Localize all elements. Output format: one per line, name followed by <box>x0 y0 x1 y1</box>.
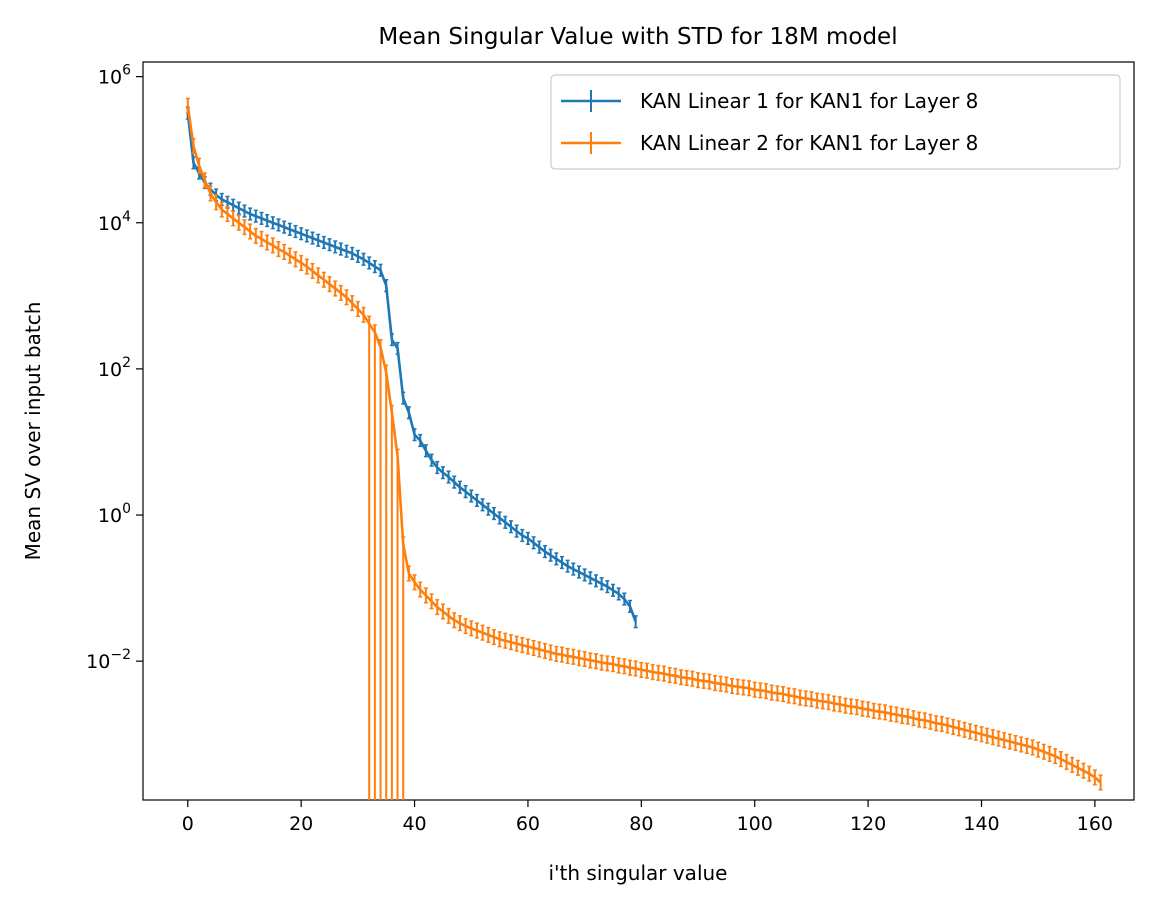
y-tick-base: 10 <box>98 505 122 527</box>
series-1 <box>185 106 638 629</box>
series-layer <box>185 97 1103 800</box>
y-tick-label: 100 <box>98 501 131 527</box>
series-line <box>186 112 637 623</box>
x-axis-label: i'th singular value <box>549 861 728 885</box>
y-tick-base: 10 <box>98 359 122 381</box>
y-tick-exponent: 2 <box>122 355 131 371</box>
y-tick-label: 102 <box>98 355 131 381</box>
series-line <box>186 105 1102 784</box>
x-tick-label: 60 <box>516 813 540 835</box>
plot-frame <box>142 61 1135 801</box>
y-tick-exponent: −2 <box>110 647 131 663</box>
legend-label: KAN Linear 1 for KAN1 for Layer 8 <box>640 89 978 113</box>
legend-item: KAN Linear 1 for KAN1 for Layer 8 <box>561 89 978 113</box>
legend-box <box>550 74 1121 170</box>
y-tick-label: 104 <box>98 209 131 235</box>
x-tick-label: 0 <box>182 813 194 835</box>
legend-label: KAN Linear 2 for KAN1 for Layer 8 <box>640 131 978 155</box>
x-tick-label: 100 <box>737 813 773 835</box>
x-tick-label: 120 <box>850 813 886 835</box>
series-2 <box>185 97 1103 800</box>
y-tick-base: 10 <box>98 213 122 235</box>
y-axis-label: Mean SV over input batch <box>21 302 45 561</box>
y-tick-base: 10 <box>98 67 122 89</box>
x-tick-label: 140 <box>963 813 999 835</box>
legend: KAN Linear 1 for KAN1 for Layer 8 KAN Lin… <box>550 74 1121 170</box>
x-tick-label: 80 <box>629 813 653 835</box>
x-tick-label: 160 <box>1077 813 1113 835</box>
x-tick-label: 20 <box>289 813 313 835</box>
plot-area <box>185 97 1103 800</box>
y-tick-exponent: 0 <box>122 501 131 517</box>
x-axis-ticks: 0 20 40 60 80 100 120 140 160 <box>182 800 1113 835</box>
chart-title: Mean Singular Value with STD for 18M mod… <box>378 24 897 50</box>
x-tick-label: 40 <box>402 813 426 835</box>
y-tick-label: 10−2 <box>86 647 131 673</box>
y-tick-exponent: 6 <box>122 63 131 79</box>
y-tick-base: 10 <box>86 651 110 673</box>
y-tick-exponent: 4 <box>122 209 131 225</box>
y-tick-label: 106 <box>98 63 131 89</box>
legend-item: KAN Linear 2 for KAN1 for Layer 8 <box>561 131 978 155</box>
